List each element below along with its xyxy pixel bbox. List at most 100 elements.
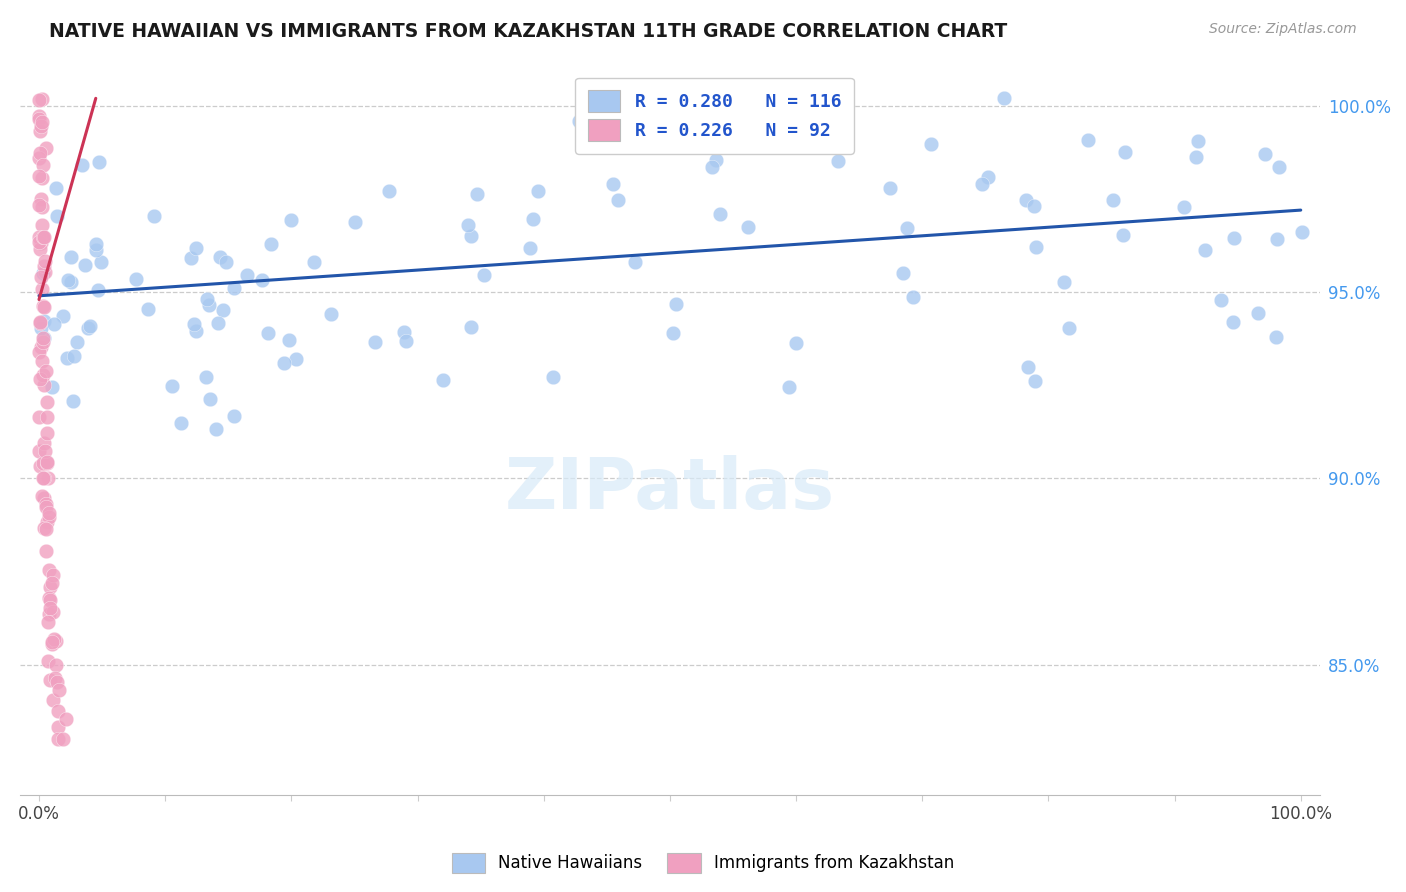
Point: [125, 272, 148, 286]
Legend: R = 0.280   N = 116, R = 0.226   N = 92: R = 0.280 N = 116, R = 0.226 N = 92: [575, 78, 853, 154]
Point: [38, 510, 60, 524]
Text: NATIVE HAWAIIAN VS IMMIGRANTS FROM KAZAKHSTAN 11TH GRADE CORRELATION CHART: NATIVE HAWAIIAN VS IMMIGRANTS FROM KAZAK…: [49, 22, 1008, 41]
Point: [34, 253, 56, 268]
Point: [207, 316, 229, 330]
Point: [55, 351, 77, 366]
Point: [28, 112, 51, 127]
Point: [1291, 226, 1313, 240]
Point: [52, 309, 75, 323]
Point: [197, 298, 219, 312]
Point: [662, 326, 685, 340]
Point: [1247, 306, 1270, 320]
Point: [465, 187, 488, 202]
Point: [319, 307, 342, 321]
Point: [278, 333, 301, 347]
Point: [31, 456, 53, 470]
Point: [41, 635, 63, 649]
Point: [1114, 145, 1136, 159]
Point: [198, 392, 221, 406]
Point: [363, 335, 385, 350]
Point: [343, 215, 366, 229]
Point: [32, 331, 55, 345]
Point: [39, 593, 62, 607]
Point: [32, 157, 55, 171]
Point: [879, 181, 901, 195]
Point: [1264, 330, 1286, 344]
Point: [79, 319, 101, 334]
Point: [205, 422, 228, 436]
Point: [1173, 200, 1195, 214]
Point: [37, 425, 59, 440]
Point: [142, 209, 165, 223]
Point: [35, 364, 58, 378]
Point: [1209, 293, 1232, 308]
Point: [28, 169, 51, 183]
Point: [86, 237, 108, 252]
Point: [38, 591, 60, 606]
Point: [1077, 133, 1099, 147]
Point: [1025, 240, 1047, 254]
Point: [1223, 231, 1246, 245]
Point: [31, 299, 53, 313]
Point: [34, 141, 56, 155]
Point: [664, 297, 686, 311]
Point: [280, 213, 302, 227]
Point: [28, 230, 51, 244]
Point: [30, 320, 52, 334]
Point: [41, 637, 63, 651]
Point: [1254, 146, 1277, 161]
Point: [48, 732, 70, 747]
Point: [41, 568, 63, 582]
Point: [183, 317, 205, 331]
Point: [519, 241, 541, 255]
Point: [392, 325, 415, 339]
Point: [702, 160, 724, 174]
Point: [87, 154, 110, 169]
Point: [184, 241, 207, 255]
Point: [31, 282, 53, 296]
Point: [28, 345, 51, 359]
Point: [432, 373, 454, 387]
Point: [87, 283, 110, 297]
Point: [32, 266, 55, 280]
Point: [704, 153, 727, 167]
Point: [35, 543, 58, 558]
Point: [215, 255, 238, 269]
Point: [28, 410, 51, 425]
Point: [45, 181, 67, 195]
Point: [827, 153, 849, 168]
Point: [34, 471, 56, 485]
Point: [541, 369, 564, 384]
Point: [34, 443, 56, 458]
Point: [222, 409, 245, 424]
Point: [602, 177, 624, 191]
Point: [1265, 232, 1288, 246]
Point: [1024, 374, 1046, 388]
Point: [70, 158, 93, 172]
Point: [1015, 193, 1038, 207]
Point: [30, 340, 52, 354]
Point: [32, 229, 55, 244]
Point: [896, 221, 918, 235]
Point: [28, 317, 51, 331]
Point: [31, 218, 53, 232]
Point: [45, 633, 67, 648]
Point: [48, 705, 70, 719]
Point: [1024, 199, 1046, 213]
Point: [195, 292, 218, 306]
Point: [41, 575, 63, 590]
Point: [35, 516, 58, 530]
Point: [972, 178, 994, 192]
Point: [209, 250, 232, 264]
Point: [46, 209, 69, 223]
Point: [28, 235, 51, 249]
Point: [31, 489, 53, 503]
Point: [30, 124, 52, 138]
Point: [395, 334, 418, 348]
Text: ZIPatlas: ZIPatlas: [505, 456, 835, 524]
Point: [34, 522, 56, 536]
Point: [34, 436, 56, 450]
Point: [195, 370, 218, 384]
Point: [56, 273, 79, 287]
Point: [30, 235, 52, 250]
